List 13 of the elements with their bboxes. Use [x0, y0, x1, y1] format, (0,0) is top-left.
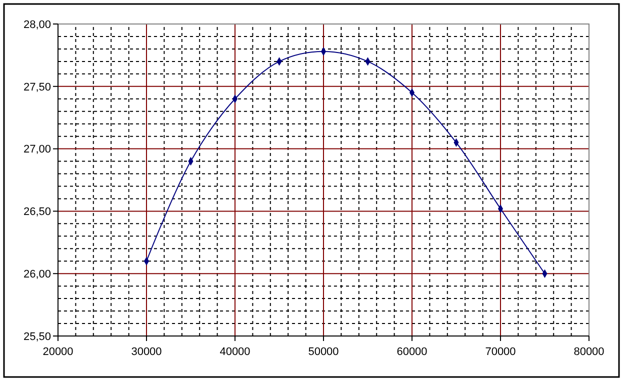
y-tick-label: 25,50 — [23, 330, 51, 343]
x-tick-label: 60000 — [396, 346, 428, 358]
y-tick-label: 28,00 — [23, 18, 51, 31]
y-tick-label: 26,00 — [23, 268, 51, 280]
x-tick-label: 20000 — [42, 346, 74, 358]
x-tick-label: 80000 — [574, 346, 604, 358]
x-tick-label: 50000 — [308, 346, 339, 358]
y-tick-label: 26,50 — [23, 206, 51, 218]
x-tick-label: 40000 — [220, 346, 250, 358]
x-tick-label: 70000 — [485, 346, 516, 358]
y-tick-label: 27,00 — [23, 144, 51, 156]
x-tick-label: 30000 — [131, 346, 162, 358]
y-tick-label: 27,50 — [23, 81, 51, 94]
